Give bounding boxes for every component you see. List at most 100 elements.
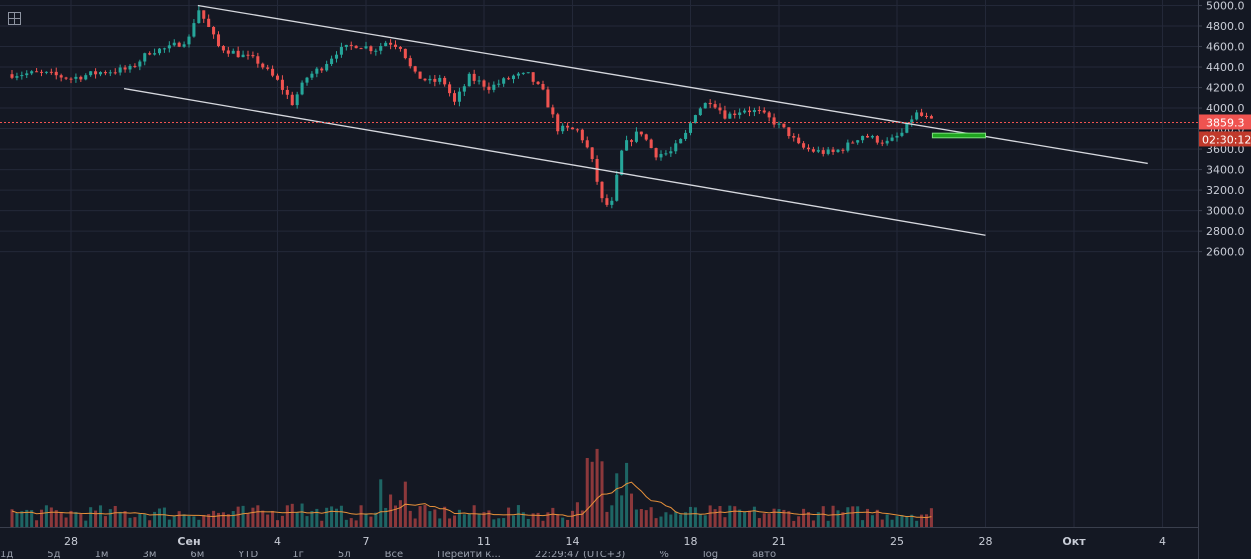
volume-moving-average-line (11, 481, 932, 519)
candle-body (551, 107, 555, 115)
toolbar-item[interactable]: 1м (94, 551, 109, 559)
candle-body (457, 91, 461, 102)
volume-bar (108, 509, 112, 527)
candle-body (880, 142, 884, 144)
candle-body (374, 50, 378, 52)
upper-trendline[interactable] (197, 4, 1148, 165)
target-zone-box[interactable] (931, 132, 987, 139)
candle-body (354, 45, 358, 49)
toolbar-item[interactable]: log (702, 551, 719, 559)
volume-bar (231, 511, 235, 527)
candle-body (816, 150, 820, 152)
trendline-channel[interactable] (123, 4, 1148, 236)
volume-bar (875, 509, 879, 527)
crosshair-icon[interactable] (8, 12, 21, 25)
volume-bar (349, 518, 353, 527)
toolbar-item[interactable]: Перейти к... (437, 551, 501, 559)
candle-body (654, 148, 658, 158)
candle-body (846, 142, 850, 151)
candle-body (531, 72, 535, 82)
volume-bar (236, 506, 240, 527)
candle-body (384, 42, 388, 47)
candle-body (841, 149, 845, 151)
volume-bar (74, 511, 78, 527)
volume-bar (777, 509, 781, 527)
candle-body (600, 181, 604, 199)
candle-body (344, 44, 348, 47)
volume-bar (816, 512, 820, 527)
toolbar-item[interactable]: 6м (190, 551, 205, 559)
volume-bar (669, 514, 673, 527)
volume-bar (841, 512, 845, 527)
time-axis[interactable]: 28 Сен 4 7 11 14 18 21 25 28 Окт 4 (64, 535, 1166, 548)
toolbar-item[interactable]: 5л (337, 551, 351, 559)
volume-bar (541, 520, 545, 527)
candle-body (433, 78, 437, 82)
volume-bar (44, 505, 48, 527)
candle-body (379, 46, 383, 51)
volume-bar (192, 516, 196, 527)
volume-bar (285, 505, 289, 527)
volume-bar (325, 507, 329, 527)
volume-bar (787, 511, 791, 527)
volume-bar (516, 505, 520, 527)
toolbar-item[interactable]: 1д (0, 551, 14, 559)
price-axis[interactable]: 5000.04800.04600.04400.04200.04000.03800… (1198, 0, 1245, 259)
candle-body (320, 68, 324, 71)
candle-body (398, 46, 402, 49)
volume-bar (359, 505, 363, 527)
candle-body (477, 80, 481, 82)
volume-bar (428, 511, 432, 527)
candle-body (334, 54, 339, 59)
toolbar-item[interactable]: % (659, 551, 669, 559)
y-tick-label: 4000.0 (1206, 102, 1245, 115)
volume-bar (10, 509, 14, 527)
toolbar-item[interactable]: YTD (238, 551, 259, 559)
toolbar-item[interactable]: 3м (142, 551, 157, 559)
y-tick-label: 2800.0 (1206, 225, 1245, 238)
volume-bar (649, 507, 653, 527)
candle-body (452, 93, 457, 102)
candle-body (192, 23, 196, 37)
x-tick-label: 18 (684, 535, 698, 548)
candle-body (487, 86, 491, 90)
volume-bar (162, 507, 166, 527)
volume-bar (275, 520, 280, 527)
candle-body (836, 149, 840, 152)
last-price-tags: 3859.3 02:30:12 (1199, 114, 1251, 147)
candle-body (566, 125, 570, 128)
candle-body (162, 48, 166, 50)
volume-bar (330, 506, 334, 527)
toolbar-item[interactable]: 22:29:47 (UTC+3) (534, 551, 626, 559)
volume-bar (885, 514, 889, 527)
volume-bar (605, 511, 609, 527)
candle-body (718, 107, 722, 111)
volume-bar (20, 511, 24, 527)
candle-body (890, 137, 894, 141)
volume-bar (900, 515, 904, 527)
candle-body (49, 71, 53, 73)
candle-body (728, 113, 732, 119)
toolbar-item[interactable]: Все (384, 551, 404, 559)
volume-bar (482, 512, 486, 527)
candle-body (679, 138, 683, 144)
candle-body (187, 36, 191, 45)
candle-body (64, 77, 68, 79)
volume-bar (25, 509, 29, 527)
volume-bar (212, 510, 216, 527)
candle-body (167, 45, 171, 49)
toolbar-item[interactable]: авто (752, 551, 777, 559)
volume-bar (334, 508, 339, 527)
candle-body (393, 44, 398, 47)
toolbar-item[interactable]: 5д (47, 551, 61, 559)
volume-bar (305, 516, 309, 527)
candle-body (157, 48, 162, 54)
toolbar-item[interactable]: 1г (292, 551, 304, 559)
candle-body (507, 78, 511, 80)
volume-bar (30, 510, 34, 527)
volume-bar (452, 515, 457, 527)
volume-bar (654, 518, 658, 527)
lower-trendline[interactable] (123, 87, 986, 236)
candle-body (133, 65, 137, 67)
